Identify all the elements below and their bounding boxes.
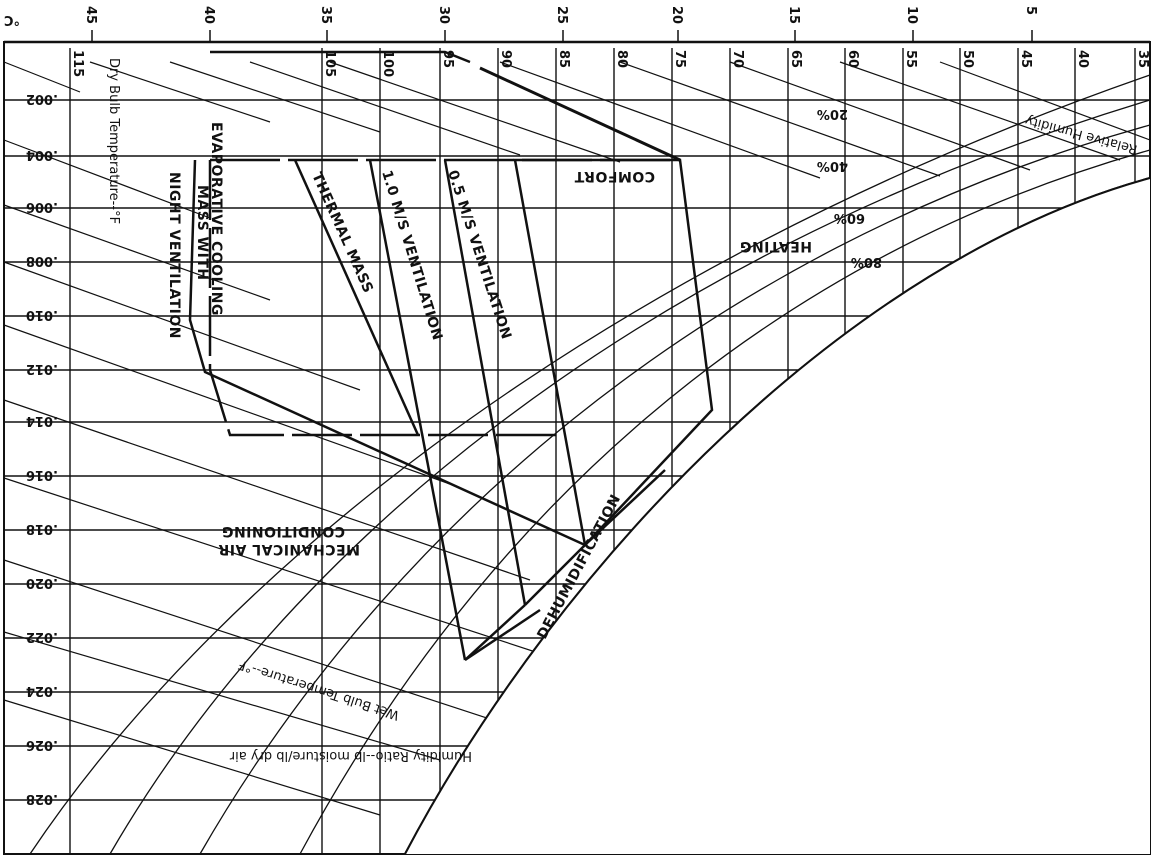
humidity-ratio-tick-label: .028 (26, 791, 58, 806)
fahrenheit-tick-label: 45 (1018, 50, 1033, 68)
fahrenheit-tick-label: 50 (960, 50, 975, 68)
label-mass-with: MASS WITH (194, 185, 210, 281)
rh-label-20: 20% (817, 106, 848, 121)
fahrenheit-tick-label: 90 (498, 50, 513, 68)
fahrenheit-tick-label: 40 (1075, 50, 1090, 68)
dry-bulb-title: Dry Bulb Temperature--°F (106, 58, 121, 224)
humidity-ratio-tick-label: .024 (26, 683, 58, 698)
top-bar (210, 50, 471, 64)
fahrenheit-tick-label: 55 (903, 50, 918, 68)
fahrenheit-tick-label: 70 (730, 50, 745, 68)
rh-label-60: 60% (834, 210, 865, 225)
humidity-ratio-title: Humidity Ratio--lb moisture/lb dry air (229, 748, 472, 763)
fahrenheit-tick-label: 85 (556, 50, 571, 68)
rh-title: Relative Humidity (1023, 112, 1139, 156)
celsius-tick-label: 45 (83, 6, 98, 24)
humidity-ratio-tick-label: .012 (26, 361, 58, 376)
celsius-tick-label: 15 (786, 6, 801, 24)
zone-vent-10 (368, 159, 467, 661)
zone-vent-05 (443, 159, 527, 606)
zone-thermal-mass (293, 159, 420, 436)
celsius-tick-label: 25 (554, 6, 569, 24)
fahrenheit-tick-label: 100 (380, 50, 395, 77)
fahrenheit-tick-label: 65 (788, 50, 803, 68)
humidity-ratio-tick-label: .022 (26, 629, 58, 644)
celsius-tick-label: 5 (1023, 6, 1038, 15)
label-mech-air: MECHANICAL AIR (218, 541, 360, 557)
celsius-tick-label: 10 (904, 6, 919, 24)
humidity-ratio-tick-label: .020 (26, 575, 58, 590)
celsius-tick-label: 35 (318, 6, 333, 24)
wet-bulb-title: Wet Bulb Temperature--°F (237, 656, 402, 722)
label-night-vent: NIGHT VENTILATION (166, 172, 182, 339)
humidity-ratio-tick-label: .004 (26, 147, 58, 162)
rh-label-80: 80% (851, 254, 882, 269)
label-thermal-mass: THERMAL MASS (308, 170, 376, 296)
saturation-mask (405, 178, 1150, 854)
fahrenheit-tick-label: 60 (845, 50, 860, 68)
label-evap: EVAPORATIVE COOLING (208, 122, 224, 316)
humidity-ratio-tick-label: .026 (26, 737, 58, 752)
zones (188, 50, 714, 662)
saturation-curve (404, 177, 1151, 855)
humidity-ratio-tick-label: .014 (26, 413, 58, 428)
humidity-ratio-tick-label: .006 (26, 199, 58, 214)
celsius-tick-label: 30 (436, 6, 451, 24)
celsius-unit: °C (4, 12, 20, 27)
humidity-ratio-tick-label: .008 (26, 253, 58, 268)
celsius-tick-label: 40 (201, 6, 216, 24)
humidity-ratio-tick-label: .010 (26, 307, 58, 322)
zone-mass-night (188, 159, 586, 547)
humidity-ratio-tick-label: .018 (26, 521, 58, 536)
label-comfort: COMFORT (574, 168, 655, 184)
humidity-ratio-tick-label: .002 (26, 91, 58, 106)
fahrenheit-tick-label: 115 (70, 50, 85, 77)
label-conditioning: CONDITIONING (221, 523, 345, 539)
fahrenheit-tick-label: 35 (1135, 50, 1150, 68)
label-heating: HEATING (740, 238, 813, 254)
humidity-ratio-ticks: .002 .004 .006 .008 .010 .012 .014 .016 .018 .020… (26, 91, 58, 806)
fahrenheit-tick-label: 80 (614, 50, 629, 68)
fahrenheit-tick-label: 105 (322, 50, 337, 77)
humidity-ratio-tick-label: .016 (26, 467, 58, 482)
celsius-ticks: 5 10 15 20 25 30 35 40 45 (83, 6, 1038, 42)
rh-label-40: 40% (817, 158, 848, 173)
zone-evap (208, 160, 560, 437)
fahrenheit-tick-label: 75 (672, 50, 687, 68)
celsius-tick-label: 20 (669, 6, 684, 24)
